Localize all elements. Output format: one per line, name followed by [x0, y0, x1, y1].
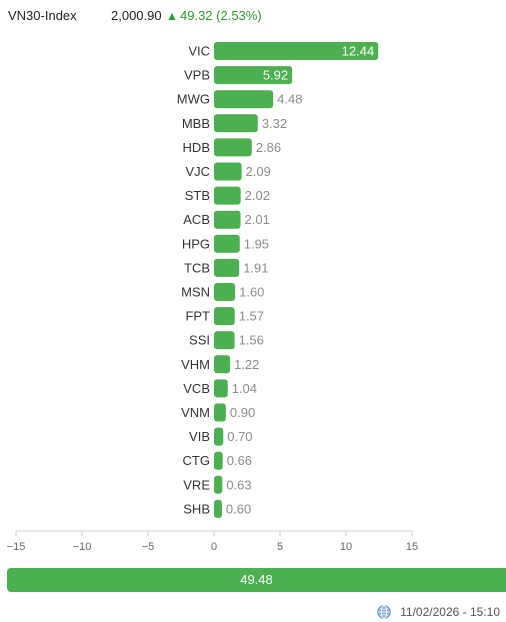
value-label: 0.70 — [227, 429, 252, 444]
bar — [214, 427, 224, 446]
x-tick-label: 0 — [211, 541, 217, 553]
value-label: 0.60 — [226, 501, 251, 516]
value-label: 4.48 — [277, 92, 302, 107]
update-timestamp: 11/02/2026 - 15:10 — [400, 604, 500, 619]
bar — [214, 186, 241, 205]
bar — [214, 475, 223, 494]
value-label: 12.44 — [342, 44, 375, 59]
category-label: MBB — [182, 116, 210, 131]
total-contribution-bar: 49.48 — [7, 568, 506, 592]
category-label: MWG — [177, 92, 210, 107]
bar — [214, 90, 274, 109]
bar — [214, 355, 231, 374]
x-tick-label: −5 — [142, 541, 155, 553]
total-contribution-label: 49.48 — [240, 572, 273, 587]
value-label: 1.04 — [232, 381, 257, 396]
category-label: VCB — [183, 381, 210, 396]
category-label: VIC — [188, 44, 210, 59]
value-label: 5.92 — [263, 68, 288, 83]
category-label: CTG — [183, 453, 210, 468]
value-label: 0.66 — [227, 453, 252, 468]
index-change: 49.32 (2.53%) — [180, 8, 262, 23]
value-label: 0.63 — [226, 477, 251, 492]
bar — [214, 114, 258, 133]
x-tick-label: −10 — [73, 541, 92, 553]
category-label: HPG — [182, 236, 210, 251]
category-label: STB — [185, 188, 210, 203]
x-tick-label: 5 — [277, 541, 283, 553]
category-label: VPB — [184, 68, 210, 83]
value-label: 1.57 — [239, 309, 264, 324]
value-label: 1.95 — [244, 236, 269, 251]
bar — [214, 403, 226, 422]
value-label: 3.32 — [262, 116, 287, 131]
category-label: VIB — [189, 429, 210, 444]
bar — [214, 162, 242, 181]
bar — [214, 307, 235, 326]
bar — [214, 138, 252, 157]
x-tick-label: 15 — [406, 541, 418, 553]
category-label: HDB — [183, 140, 210, 155]
category-label: SHB — [183, 501, 210, 516]
category-label: TCB — [184, 260, 210, 275]
category-label: VJC — [185, 164, 210, 179]
bar — [214, 234, 240, 253]
x-tick-label: −15 — [7, 541, 26, 553]
bar — [214, 499, 222, 518]
contribution-bar-chart: VIC 12.44 VPB 5.92 MWG 4.48 MBB 3.32 HDB 2.86 VJC 2… — [7, 42, 418, 553]
index-name: VN30-Index — [8, 8, 77, 23]
bar — [214, 42, 379, 60]
triangle-up-icon: ▲ — [166, 9, 178, 23]
x-tick-label: 10 — [340, 541, 352, 553]
category-label: VRE — [183, 477, 210, 492]
bar — [214, 258, 240, 277]
bar — [214, 210, 241, 229]
value-label: 1.56 — [239, 333, 264, 348]
value-label: 2.01 — [245, 212, 270, 227]
value-label: 1.60 — [239, 285, 264, 300]
category-label: FPT — [185, 309, 210, 324]
value-label: 0.90 — [230, 405, 255, 420]
category-label: VNM — [181, 405, 210, 420]
globe-icon — [377, 605, 391, 619]
value-label: 1.22 — [234, 357, 259, 372]
bar — [214, 331, 235, 350]
update-footer: 11/02/2026 - 15:10 — [377, 603, 500, 619]
category-label: SSI — [189, 333, 210, 348]
index-value: 2,000.90 — [111, 8, 162, 23]
category-label: ACB — [183, 212, 210, 227]
bar — [214, 66, 293, 85]
bar — [214, 283, 236, 301]
value-label: 2.86 — [256, 140, 281, 155]
bar — [214, 379, 228, 398]
bar — [214, 451, 223, 470]
value-label: 2.02 — [245, 188, 270, 203]
value-label: 2.09 — [246, 164, 271, 179]
category-label: MSN — [181, 285, 210, 300]
category-label: VHM — [181, 357, 210, 372]
value-label: 1.91 — [243, 260, 268, 275]
